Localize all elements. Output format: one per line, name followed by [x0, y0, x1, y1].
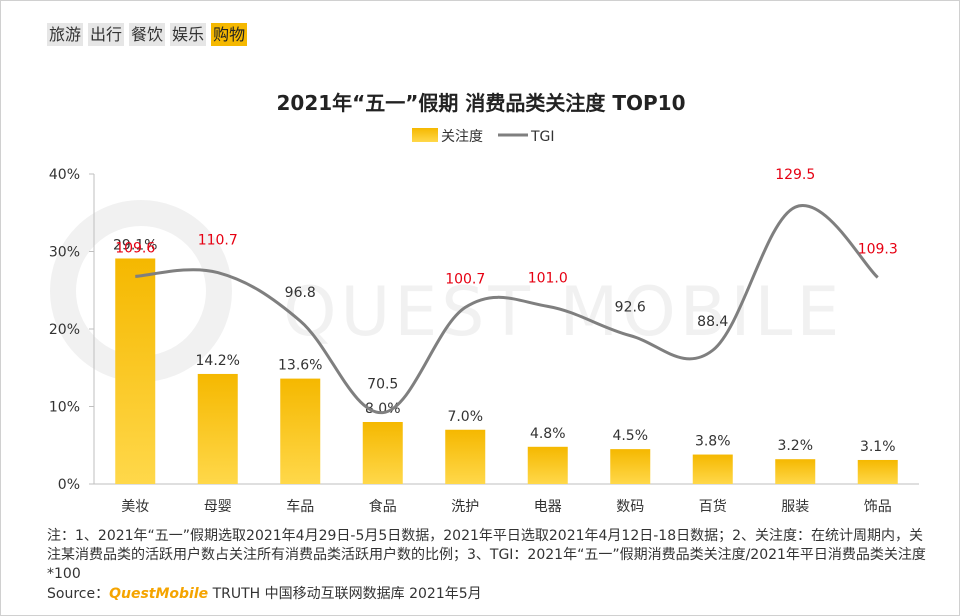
x-tick-label: 车品	[286, 498, 314, 515]
watermark-text: QUEST MOBILE	[283, 273, 843, 352]
category-tabs: 旅游 出行 餐饮 娱乐 购物	[47, 23, 248, 46]
bar-美妆	[115, 258, 156, 484]
bar-value-label: 7.0%	[447, 409, 483, 425]
tgi-value-label: 96.8	[285, 285, 316, 301]
tgi-value-label: 109.3	[858, 241, 898, 257]
y-tick-label: 40%	[49, 167, 80, 183]
bar-洗护	[445, 429, 486, 484]
bar-百货	[692, 454, 733, 484]
tgi-value-label: 129.5	[775, 167, 815, 183]
tgi-value-label: 88.4	[697, 314, 728, 330]
y-tick-label: 30%	[49, 245, 80, 261]
x-tick-label: 服装	[781, 499, 809, 515]
bar-value-label: 14.2%	[196, 353, 240, 369]
legend-bar-label: 关注度	[441, 129, 483, 145]
bar-value-label: 29.1%	[113, 237, 157, 253]
x-tick-label: 母婴	[204, 499, 232, 515]
tgi-value-label: 109.6	[115, 240, 155, 256]
bar-value-label: 8.0%	[365, 401, 401, 417]
bar-服装	[775, 459, 816, 484]
chart-title: 2021年“五一”假期 消费品类关注度 TOP10	[276, 91, 686, 115]
y-tick-label: 20%	[49, 322, 80, 338]
bar-车品	[280, 378, 321, 484]
x-tick-label: 数码	[616, 499, 644, 515]
bar-电器	[527, 446, 568, 484]
x-tick-label: 食品	[369, 498, 397, 515]
legend-line-label: TGI	[530, 129, 555, 145]
source-brand: QuestMobile	[109, 586, 209, 602]
bar-食品	[362, 422, 403, 484]
tab-travel[interactable]: 旅游	[47, 23, 84, 46]
tgi-line	[135, 204, 879, 415]
bar-value-label: 4.5%	[612, 428, 648, 444]
bar-value-label: 3.2%	[777, 438, 813, 454]
source-line: Source：QuestMobile TRUTH 中国移动互联网数据库 2021…	[47, 583, 482, 603]
tgi-value-label: 70.5	[367, 377, 398, 393]
tab-shopping[interactable]: 购物	[211, 23, 248, 46]
tgi-value-label: 100.7	[445, 271, 485, 287]
footnote: 注：1、2021年“五一”假期选取2021年4月29日-5月5日数据，2021年…	[47, 528, 926, 582]
x-tick-label: 电器	[534, 499, 562, 515]
bar-value-label: 3.1%	[860, 439, 896, 455]
bar-母婴	[197, 373, 238, 484]
bar-value-label: 13.6%	[278, 358, 322, 374]
x-tick-label: 洗护	[451, 499, 479, 515]
legend-bar-swatch	[412, 128, 438, 142]
tgi-value-label: 92.6	[615, 300, 646, 316]
bar-value-label: 4.8%	[530, 426, 566, 442]
x-tick-label: 百货	[699, 498, 727, 515]
tab-transport[interactable]: 出行	[88, 23, 125, 46]
tgi-value-label: 110.7	[198, 233, 238, 249]
tgi-value-label: 101.0	[528, 270, 568, 286]
bar-value-label: 3.8%	[695, 434, 731, 450]
tab-entertainment[interactable]: 娱乐	[170, 23, 207, 46]
y-tick-label: 0%	[58, 477, 80, 493]
source-suffix: TRUTH 中国移动互联网数据库 2021年5月	[208, 586, 482, 602]
x-tick-label: 美妆	[121, 499, 149, 515]
bar-数码	[610, 449, 651, 484]
y-tick-label: 10%	[49, 400, 80, 416]
bar-饰品	[857, 459, 898, 484]
source-prefix: Source：	[47, 586, 110, 602]
tab-dining[interactable]: 餐饮	[129, 23, 166, 46]
x-tick-label: 饰品	[864, 499, 892, 515]
